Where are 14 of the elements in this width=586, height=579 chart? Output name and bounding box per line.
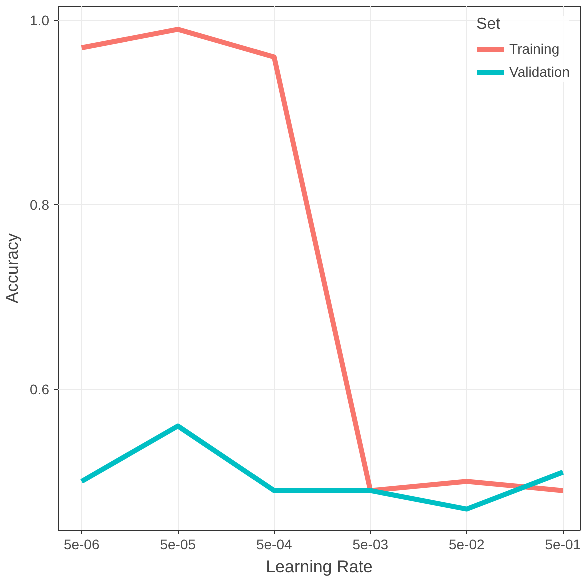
x-tick-label: 5e-02 <box>448 536 486 552</box>
y-tick-label: 0.6 <box>30 381 50 398</box>
legend-title: Set <box>476 16 502 34</box>
x-tick-label: 5e-04 <box>256 536 292 552</box>
y-tick-label: 1.0 <box>30 12 50 28</box>
x-axis-title: Learning Rate <box>266 558 373 576</box>
x-tick-label: 5e-05 <box>160 536 196 552</box>
y-tick-label: 0.8 <box>30 196 50 213</box>
legend-label: Validation <box>510 64 570 80</box>
y-axis-title: Accuracy <box>3 233 22 304</box>
legend-label: Training <box>510 41 560 57</box>
x-tick-label: 5e-01 <box>545 536 582 552</box>
x-tick-label: 5e-03 <box>352 536 389 552</box>
x-tick-label: 5e-06 <box>64 536 100 552</box>
